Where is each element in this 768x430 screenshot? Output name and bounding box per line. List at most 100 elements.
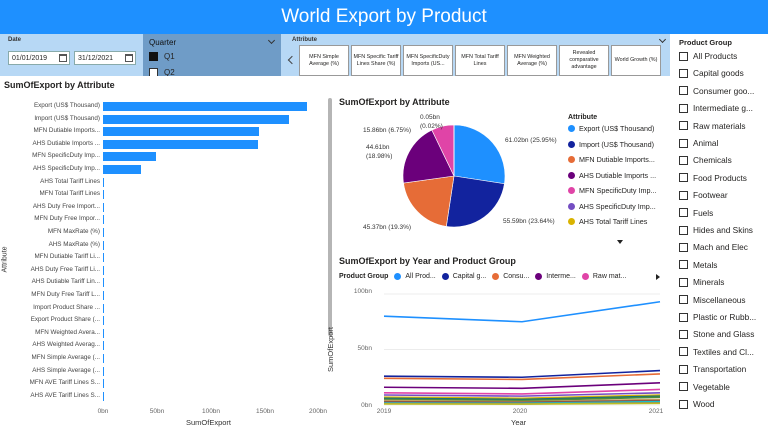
quarter-option-q1[interactable]: Q1 bbox=[149, 52, 175, 61]
attribute-tile[interactable]: MFN Simple Average (%) bbox=[299, 45, 349, 76]
product-group-option[interactable]: Mach and Elec bbox=[679, 242, 767, 252]
pie-legend-item[interactable]: Import (US$ Thousand) bbox=[568, 140, 654, 149]
calendar-icon[interactable] bbox=[125, 54, 133, 62]
chevron-down-icon[interactable] bbox=[267, 36, 276, 45]
series-line[interactable] bbox=[383, 382, 661, 390]
product-group-option[interactable]: Stone and Glass bbox=[679, 329, 767, 339]
bar-mark[interactable] bbox=[103, 240, 104, 250]
product-group-option[interactable]: Raw materials bbox=[679, 121, 767, 131]
checkbox-icon[interactable] bbox=[149, 68, 158, 76]
pie-slice[interactable] bbox=[402, 129, 455, 184]
bar-mark[interactable] bbox=[103, 341, 104, 351]
product-group-option[interactable]: Minerals bbox=[679, 277, 767, 287]
product-group-option[interactable]: Hides and Skins bbox=[679, 225, 767, 235]
product-group-option[interactable]: Transportation bbox=[679, 364, 767, 374]
checkbox-icon[interactable] bbox=[679, 68, 688, 78]
bar-mark[interactable] bbox=[103, 278, 104, 288]
pie-legend-item[interactable]: Export (US$ Thousand) bbox=[568, 124, 654, 133]
product-group-option[interactable]: Metals bbox=[679, 260, 767, 270]
checkbox-icon[interactable] bbox=[679, 312, 688, 322]
product-group-option[interactable]: Consumer goo... bbox=[679, 86, 767, 96]
series-line[interactable] bbox=[383, 399, 661, 404]
product-group-option[interactable]: All Products bbox=[679, 51, 767, 61]
checkbox-icon[interactable] bbox=[679, 208, 688, 218]
checkbox-icon[interactable] bbox=[679, 51, 688, 61]
line-legend-item[interactable]: Capital g... bbox=[441, 273, 486, 280]
product-group-option[interactable]: Footwear bbox=[679, 190, 767, 200]
series-line[interactable] bbox=[383, 396, 661, 402]
bar-mark[interactable] bbox=[103, 139, 258, 149]
product-group-option[interactable]: Miscellaneous bbox=[679, 295, 767, 305]
series-line[interactable] bbox=[383, 369, 661, 379]
checkbox-icon[interactable] bbox=[679, 399, 688, 409]
bar-mark[interactable] bbox=[103, 328, 104, 338]
checkbox-icon[interactable] bbox=[679, 225, 688, 235]
bar-mark[interactable] bbox=[103, 303, 104, 313]
pie-slice[interactable] bbox=[431, 124, 455, 177]
attribute-tile[interactable]: MFN SpecificDuty Imports (US... bbox=[403, 45, 453, 76]
bar-mark[interactable] bbox=[103, 202, 104, 212]
bar-mark[interactable] bbox=[103, 190, 104, 200]
bar-mark[interactable] bbox=[103, 215, 104, 225]
bar-mark[interactable] bbox=[103, 354, 104, 363]
checkbox-icon[interactable] bbox=[679, 103, 688, 113]
start-date-input[interactable]: 01/01/2019 bbox=[8, 51, 70, 65]
bar-mark[interactable] bbox=[103, 152, 156, 162]
bar-mark[interactable] bbox=[103, 366, 104, 376]
pie-legend-item[interactable]: AHS Dutiable Imports ... bbox=[568, 171, 656, 180]
legend-scroll-down-icon[interactable] bbox=[617, 240, 623, 244]
line-legend-item[interactable]: All Prod... bbox=[394, 273, 436, 280]
checkbox-icon[interactable] bbox=[679, 173, 688, 183]
series-line[interactable] bbox=[383, 398, 661, 403]
series-line[interactable] bbox=[383, 391, 661, 397]
pie-legend-item[interactable]: AHS SpecificDuty Imp... bbox=[568, 202, 656, 211]
product-group-option[interactable]: Intermediate g... bbox=[679, 103, 767, 113]
product-group-option[interactable]: Capital goods bbox=[679, 68, 767, 78]
checkbox-icon[interactable] bbox=[679, 121, 688, 131]
product-group-option[interactable]: Textiles and Cl... bbox=[679, 347, 767, 357]
line-legend-item[interactable]: Consu... bbox=[492, 273, 529, 280]
bar-mark[interactable] bbox=[103, 253, 104, 263]
product-group-option[interactable]: Chemicals bbox=[679, 155, 767, 165]
series-line[interactable] bbox=[383, 300, 661, 323]
checkbox-icon[interactable] bbox=[679, 347, 688, 357]
bar-mark[interactable] bbox=[103, 291, 104, 300]
checkbox-icon[interactable] bbox=[679, 190, 688, 200]
pie-legend-item[interactable]: MFN SpecificDuty Imp... bbox=[568, 186, 656, 195]
product-group-option[interactable]: Food Products bbox=[679, 173, 767, 183]
calendar-icon[interactable] bbox=[59, 54, 67, 62]
product-group-option[interactable]: Animal bbox=[679, 138, 767, 148]
checkbox-checked-icon[interactable] bbox=[149, 52, 158, 61]
line-legend-item[interactable]: Raw mat... bbox=[581, 273, 626, 280]
pie-slice[interactable] bbox=[403, 175, 455, 227]
attribute-tile[interactable]: World Growth (%) bbox=[611, 45, 661, 76]
checkbox-icon[interactable] bbox=[679, 242, 688, 252]
checkbox-icon[interactable] bbox=[679, 382, 688, 392]
bar-chart-scrollbar[interactable] bbox=[328, 98, 332, 336]
end-date-input[interactable]: 31/12/2021 bbox=[74, 51, 136, 65]
product-group-option[interactable]: Fuels bbox=[679, 208, 767, 218]
series-line[interactable] bbox=[383, 395, 661, 401]
line-legend-item[interactable]: Interme... bbox=[535, 273, 576, 280]
bar-mark[interactable] bbox=[103, 379, 104, 389]
series-line[interactable] bbox=[383, 388, 661, 395]
quarter-option-q2[interactable]: Q2 bbox=[149, 68, 175, 76]
pie-legend-item[interactable]: MFN Dutiable Imports... bbox=[568, 155, 655, 164]
bar-mark[interactable] bbox=[103, 102, 308, 111]
bar-mark[interactable] bbox=[103, 127, 259, 137]
attribute-tile[interactable]: MFN Specific Tariff Lines Share (%) bbox=[351, 45, 401, 76]
bar-mark[interactable] bbox=[103, 391, 104, 401]
checkbox-icon[interactable] bbox=[679, 329, 688, 339]
legend-scroll-right-icon[interactable] bbox=[656, 274, 660, 280]
checkbox-icon[interactable] bbox=[679, 277, 688, 287]
pie-slice[interactable] bbox=[453, 124, 506, 185]
bar-mark[interactable] bbox=[103, 228, 104, 237]
series-line[interactable] bbox=[383, 394, 661, 400]
series-line[interactable] bbox=[383, 373, 661, 381]
chevron-down-icon[interactable] bbox=[658, 35, 667, 44]
checkbox-icon[interactable] bbox=[679, 155, 688, 165]
product-group-option[interactable]: Vegetable bbox=[679, 382, 767, 392]
product-group-option[interactable]: Plastic or Rubb... bbox=[679, 312, 767, 322]
attribute-tile[interactable]: Revealed comparative advantage bbox=[559, 45, 609, 76]
checkbox-icon[interactable] bbox=[679, 260, 688, 270]
